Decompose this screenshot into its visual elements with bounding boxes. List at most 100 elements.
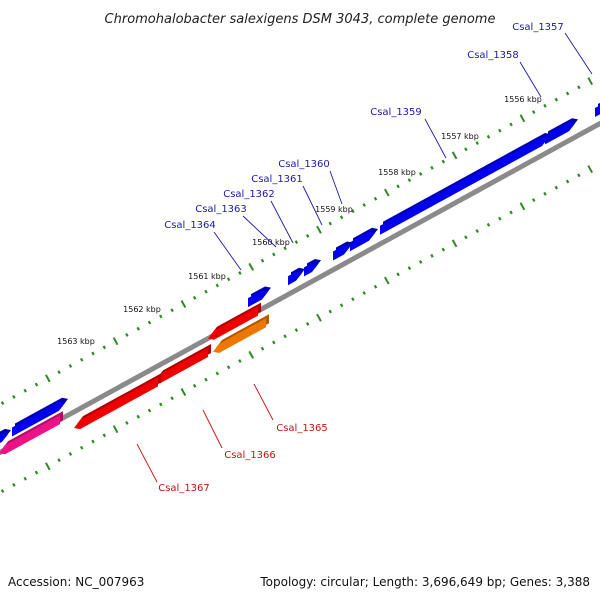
gene-csal-1360 [350,227,378,252]
minor-tick [362,203,366,207]
leader-line [202,409,223,449]
major-tick [45,462,51,471]
gene-label: Csal_1367 [158,483,210,494]
minor-tick [226,365,231,370]
gene-csal-1357 [595,102,600,117]
major-tick [451,239,458,248]
unlabeled-reverse-gene [0,411,63,455]
leader-line [302,185,323,226]
gene-csal-1366-body [154,348,208,384]
minor-tick [12,482,16,487]
minor-tick [430,165,434,170]
minor-tick [159,402,163,407]
minor-tick [260,258,265,263]
gene-label: Csal_1365 [276,423,328,434]
genome-summary-text: Topology: circular; Length: 3,696,649 bp… [259,575,590,589]
minor-tick [294,328,299,333]
minor-tick [238,359,242,363]
minor-tick [57,370,61,375]
minor-tick [577,85,581,90]
major-tick [519,202,526,211]
minor-tick [418,172,423,176]
minor-tick [34,382,39,387]
gene-csal-1365 [213,314,269,354]
minor-tick [192,295,197,300]
minor-tick [215,371,220,376]
minor-tick [79,357,84,362]
gene-csal-1359 [380,133,551,235]
minor-tick [328,309,333,314]
gene-csal-1364 [248,286,271,308]
gene-csal-1367-body [74,377,158,430]
minor-tick [238,271,242,275]
leader-line [270,200,294,244]
major-tick [112,425,119,434]
gene-csal-1358-body [545,122,575,145]
leader-line [424,118,447,159]
minor-tick [12,394,16,399]
minor-tick [34,470,39,475]
minor-tick [226,277,231,282]
minor-tick [170,396,174,401]
minor-tick [339,215,344,220]
major-tick [45,374,51,383]
minor-tick [0,489,5,494]
gene-label: Csal_1357 [512,22,564,33]
gene-csal-1362 [304,259,321,277]
gene-csal-1361 [333,241,353,261]
minor-tick [170,308,174,313]
scale-label: 1556 kbp [504,95,542,104]
minor-tick [498,128,502,133]
unlabeled-forward-gene [0,428,11,444]
minor-tick [91,351,95,356]
gene-label: Csal_1361 [251,174,303,185]
scale-label: 1563 kbp [57,337,95,346]
gene-csal-1357-body [595,105,600,117]
minor-tick [464,235,468,240]
gene-label: Csal_1358 [467,50,519,61]
scale-label: 1557 kbp [441,132,479,141]
leader-line [242,215,277,248]
minor-tick [91,439,95,444]
gene-label: Csal_1366 [224,450,276,461]
minor-tick [441,159,446,164]
gene-csal-1359-body [380,137,548,235]
minor-tick [509,122,513,127]
minor-tick [531,198,536,202]
gene-csal-1363-body [288,271,302,286]
gene-label: Csal_1363 [195,204,247,215]
minor-tick [475,141,479,145]
minor-tick [362,291,366,295]
gene-label: Csal_1359 [370,107,422,118]
gene-csal-1363 [288,267,305,286]
gene-label: Csal_1364 [164,220,216,231]
unlabeled-forward-gene [12,397,68,437]
major-tick [180,388,187,397]
minor-tick [102,345,107,350]
minor-tick [23,388,27,393]
gene-csal-1367 [74,373,161,430]
minor-tick [79,445,84,450]
minor-tick [565,91,570,96]
gene-csal-1360-body [350,231,375,252]
major-tick [112,337,119,346]
leader-line [253,383,274,421]
minor-tick [57,458,61,463]
scale-label: 1558 kbp [378,168,416,177]
minor-tick [407,266,412,271]
minor-tick [272,340,276,345]
minor-tick [328,221,333,226]
unlabeled-reverse-gene-body [0,415,60,455]
major-tick [587,165,593,174]
minor-tick [418,260,423,264]
minor-tick [23,476,27,481]
major-tick [316,225,322,234]
gene-label: Csal_1360 [278,159,330,170]
minor-tick [283,246,287,251]
minor-tick [554,97,559,102]
unlabeled-forward-gene-body [0,432,8,444]
minor-tick [373,284,378,289]
minor-tick [125,333,129,337]
gene-csal-1362-body [304,263,318,277]
